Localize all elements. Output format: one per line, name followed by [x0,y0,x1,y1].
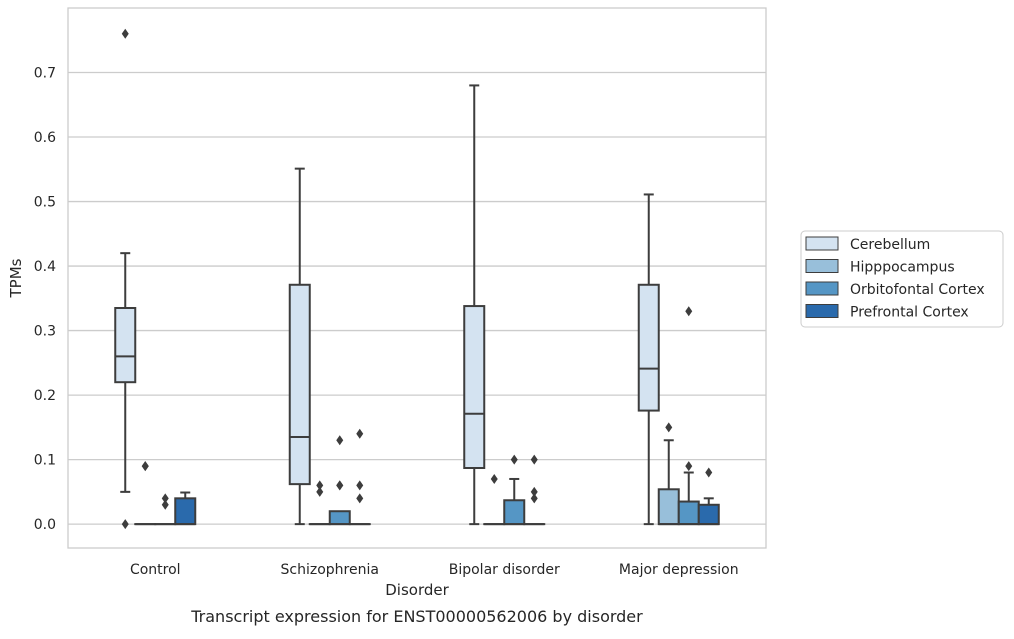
y-tick-labels: 0.0 0.1 0.2 0.3 0.4 0.5 0.6 0.7 [34,66,56,534]
box-body [679,502,699,525]
x-tick-labels: Control Schizophrenia Bipolar disorder Majo… [130,562,739,578]
box-2-2 [504,455,524,525]
box-1-0 [135,461,155,524]
legend-swatch [806,305,838,318]
outlier-point [356,493,363,503]
box-series [115,29,719,529]
outlier-point [336,480,343,490]
outlier-point [531,487,538,497]
box-0-3 [639,194,659,524]
plot-frame [68,8,766,548]
y-tick-label: 0.2 [34,388,56,404]
box-body [290,285,310,484]
box-1-1 [310,480,330,524]
outlier-point [511,455,518,465]
box-body [330,511,350,524]
box-body [464,306,484,468]
x-tick-label: Control [130,562,181,578]
box-body [504,500,524,524]
outlier-point [162,493,169,503]
outlier-point [531,455,538,465]
legend-label: Cerebellum [850,237,930,253]
box-2-0 [155,493,175,524]
x-tick-label: Schizophrenia [281,562,379,578]
y-tick-label: 0.3 [34,324,56,340]
outlier-point [665,422,672,432]
box-3-3 [699,468,719,525]
box-2-1 [330,435,350,524]
box-3-2 [524,455,544,525]
box-0-1 [290,169,310,524]
y-tick-label: 0.7 [34,66,56,82]
outlier-point [705,468,712,478]
legend-swatch [806,260,838,273]
box-3-0 [175,493,195,525]
y-tick-label: 0.5 [34,195,56,211]
outlier-point [336,435,343,445]
legend-swatch [806,282,838,295]
legend-label: Hipppocampus [850,260,955,276]
box-1-2 [484,474,504,524]
legend-label: Orbitofontal Cortex [850,282,985,298]
box-0-0 [115,29,135,529]
outlier-point [356,429,363,439]
outlier-point [122,29,129,39]
legend-label: Prefrontal Cortex [850,305,969,321]
y-tick-label: 0.0 [34,517,56,533]
box-3-1 [350,429,370,524]
y-tick-label: 0.4 [34,259,56,275]
box-body [659,489,679,524]
x-axis-label: Disorder [385,581,449,599]
y-tick-label: 0.6 [34,130,56,146]
y-axis-label: TPMs [7,258,25,298]
box-body [175,498,195,524]
box-2-3 [679,306,699,524]
y-tick-label: 0.1 [34,453,56,469]
outlier-point [122,519,129,529]
x-tick-label: Major depression [619,562,739,578]
box-1-3 [659,422,679,524]
box-0-2 [464,85,484,524]
legend-swatch [806,237,838,250]
outlier-point [356,480,363,490]
x-tick-label: Bipolar disorder [449,562,560,578]
box-body [115,308,135,382]
outlier-point [685,306,692,316]
outlier-point [316,480,323,490]
chart-caption: Transcript expression for ENST0000056200… [190,607,643,626]
outlier-point [685,461,692,471]
box-body [639,285,659,411]
legend: Cerebellum Hipppocampus Orbitofontal Corte… [801,231,1003,327]
outlier-point [142,461,149,471]
grid-lines [68,73,766,525]
outlier-point [491,474,498,484]
box-body [699,505,719,524]
